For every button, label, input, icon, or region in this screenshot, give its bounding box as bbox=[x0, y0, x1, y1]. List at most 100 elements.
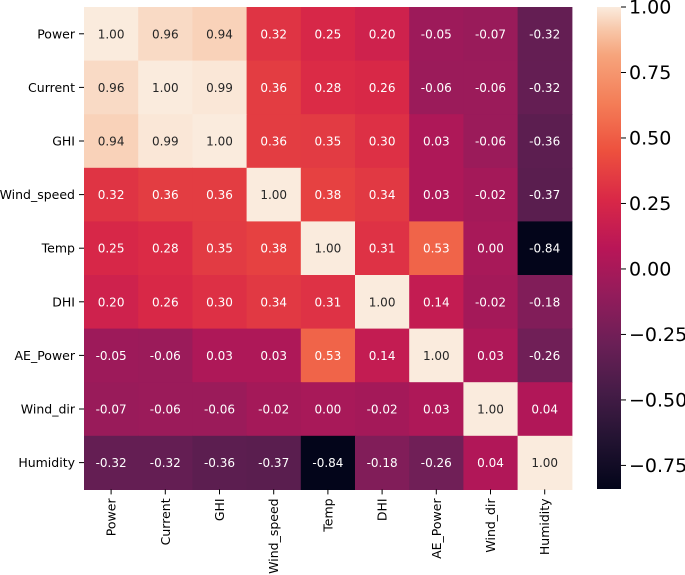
heatmap-cell-value: 0.99 bbox=[206, 81, 233, 95]
heatmap-cell-value: 0.32 bbox=[98, 188, 125, 202]
heatmap-cell bbox=[192, 60, 248, 115]
heatmap-cell bbox=[192, 435, 248, 490]
heatmap-cell-value: 0.94 bbox=[206, 27, 233, 41]
heatmap-cell bbox=[355, 7, 410, 62]
heatmap-cell-value: 1.00 bbox=[315, 242, 342, 256]
heatmap-cell-value: 1.00 bbox=[98, 27, 125, 41]
heatmap-cell bbox=[246, 275, 302, 330]
heatmap-cell bbox=[517, 275, 573, 330]
heatmap-cell-value: 0.36 bbox=[260, 135, 287, 149]
heatmap-cell bbox=[192, 114, 248, 169]
heatmap-cell-value: 0.26 bbox=[369, 81, 396, 95]
heatmap-cell bbox=[192, 167, 248, 222]
heatmap-cell bbox=[84, 328, 139, 383]
heatmap-cells: 1.00 0.96 0.94 0.32 0.25 0.20 -0.05 -0.07 -0.32 0… bbox=[84, 7, 573, 490]
heatmap-cell bbox=[355, 275, 410, 330]
heatmap-cell bbox=[192, 382, 248, 437]
heatmap-cell-value: -0.26 bbox=[421, 456, 452, 470]
heatmap-cell-value: 0.03 bbox=[260, 349, 287, 363]
heatmap-cell-value: -0.06 bbox=[150, 349, 181, 363]
heatmap-cell-value: 0.03 bbox=[206, 349, 233, 363]
heatmap-cell bbox=[463, 275, 519, 330]
colorbar-tick-label: 0.50 bbox=[629, 127, 671, 149]
x-axis-tick-label: Wind_dir bbox=[483, 498, 498, 553]
heatmap-cell-value: 0.03 bbox=[477, 349, 504, 363]
x-axis-tick-label: Wind_speed bbox=[266, 498, 281, 573]
heatmap-cell-value: -0.32 bbox=[529, 81, 560, 95]
heatmap-cell bbox=[409, 167, 464, 222]
heatmap-cell-value: 0.26 bbox=[152, 295, 179, 309]
heatmap-cell bbox=[463, 221, 519, 276]
heatmap-cell bbox=[517, 382, 573, 437]
heatmap-cell bbox=[138, 167, 193, 222]
heatmap-cell-value: 0.38 bbox=[260, 242, 287, 256]
heatmap-cell bbox=[300, 382, 356, 437]
heatmap-cell bbox=[517, 435, 573, 490]
heatmap-cell-value: 0.31 bbox=[315, 295, 342, 309]
heatmap-cell-value: 0.03 bbox=[423, 403, 450, 417]
heatmap-cell-value: 0.03 bbox=[423, 188, 450, 202]
colorbar-tick-label: −0.50 bbox=[629, 389, 685, 411]
heatmap-cell-value: -0.07 bbox=[96, 403, 127, 417]
heatmap-cell-value: -0.05 bbox=[96, 349, 127, 363]
heatmap-cell-value: -0.06 bbox=[150, 403, 181, 417]
heatmap-cell-value: 1.00 bbox=[152, 81, 179, 95]
heatmap-cell bbox=[84, 60, 139, 115]
heatmap-cell bbox=[355, 114, 410, 169]
heatmap-cell bbox=[355, 221, 410, 276]
heatmap-cell bbox=[409, 7, 464, 62]
heatmap-cell-value: 0.20 bbox=[98, 295, 125, 309]
y-axis-tick-label: Humidity bbox=[18, 455, 75, 470]
heatmap-cell-value: 0.34 bbox=[260, 295, 287, 309]
heatmap-cell bbox=[463, 60, 519, 115]
heatmap-cell-value: 0.96 bbox=[152, 27, 179, 41]
x-axis-tick-label: Humidity bbox=[537, 498, 552, 555]
y-axis-tick-label: DHI bbox=[52, 294, 75, 309]
x-axis-tick-label: GHI bbox=[212, 498, 227, 521]
heatmap-cell bbox=[463, 435, 519, 490]
y-axis-tick-label: Current bbox=[28, 80, 75, 95]
heatmap-cell-value: 0.36 bbox=[206, 188, 233, 202]
heatmap-cell bbox=[409, 382, 464, 437]
heatmap-cell-value: 0.96 bbox=[98, 81, 125, 95]
heatmap-cell-value: -0.26 bbox=[529, 349, 560, 363]
heatmap-cell-value: 0.00 bbox=[477, 242, 504, 256]
heatmap-cell-value: 1.00 bbox=[369, 295, 396, 309]
heatmap-cell-value: 1.00 bbox=[477, 403, 504, 417]
heatmap-cell-value: 0.35 bbox=[315, 135, 342, 149]
heatmap-cell bbox=[463, 328, 519, 383]
colorbar: 1.00 0.75 0.50 0.25 0.00 −0.25 −0.50 −0.75 bbox=[597, 0, 685, 489]
heatmap-cell-value: -0.02 bbox=[258, 403, 289, 417]
heatmap-cell bbox=[355, 328, 410, 383]
heatmap-cell-value: -0.84 bbox=[529, 242, 560, 256]
heatmap-cell-value: 0.00 bbox=[315, 403, 342, 417]
colorbar-tick-label: 0.75 bbox=[629, 62, 671, 84]
heatmap-cell-value: 0.94 bbox=[98, 135, 125, 149]
heatmap-cell bbox=[355, 435, 410, 490]
heatmap-cell-value: 0.25 bbox=[98, 242, 125, 256]
y-axis-tick-label: Temp bbox=[41, 241, 75, 256]
x-axis-tick-label: Temp bbox=[320, 498, 335, 532]
y-axis-tick-label: Power bbox=[37, 26, 76, 41]
heatmap-cell-value: -0.02 bbox=[475, 188, 506, 202]
heatmap-cell bbox=[409, 275, 464, 330]
heatmap-cell bbox=[463, 382, 519, 437]
heatmap-cell bbox=[138, 221, 193, 276]
heatmap-cell-value: 0.03 bbox=[423, 135, 450, 149]
heatmap-cell bbox=[409, 435, 464, 490]
heatmap-cell bbox=[84, 221, 139, 276]
heatmap-cell-value: -0.32 bbox=[150, 456, 181, 470]
heatmap-cell bbox=[355, 60, 410, 115]
heatmap-cell bbox=[138, 435, 193, 490]
heatmap-cell-value: 0.30 bbox=[206, 295, 233, 309]
x-axis-tick-label: Power bbox=[104, 498, 119, 537]
heatmap-cell-value: 0.04 bbox=[477, 456, 504, 470]
colorbar-tick-label: 1.00 bbox=[629, 0, 671, 19]
heatmap-cell bbox=[300, 221, 356, 276]
heatmap-cell bbox=[300, 7, 356, 62]
heatmap-cell bbox=[300, 435, 356, 490]
heatmap-cell bbox=[355, 382, 410, 437]
heatmap-cell-value: 0.25 bbox=[315, 27, 342, 41]
heatmap-cell-value: -0.06 bbox=[475, 81, 506, 95]
heatmap-cell-value: -0.32 bbox=[529, 27, 560, 41]
